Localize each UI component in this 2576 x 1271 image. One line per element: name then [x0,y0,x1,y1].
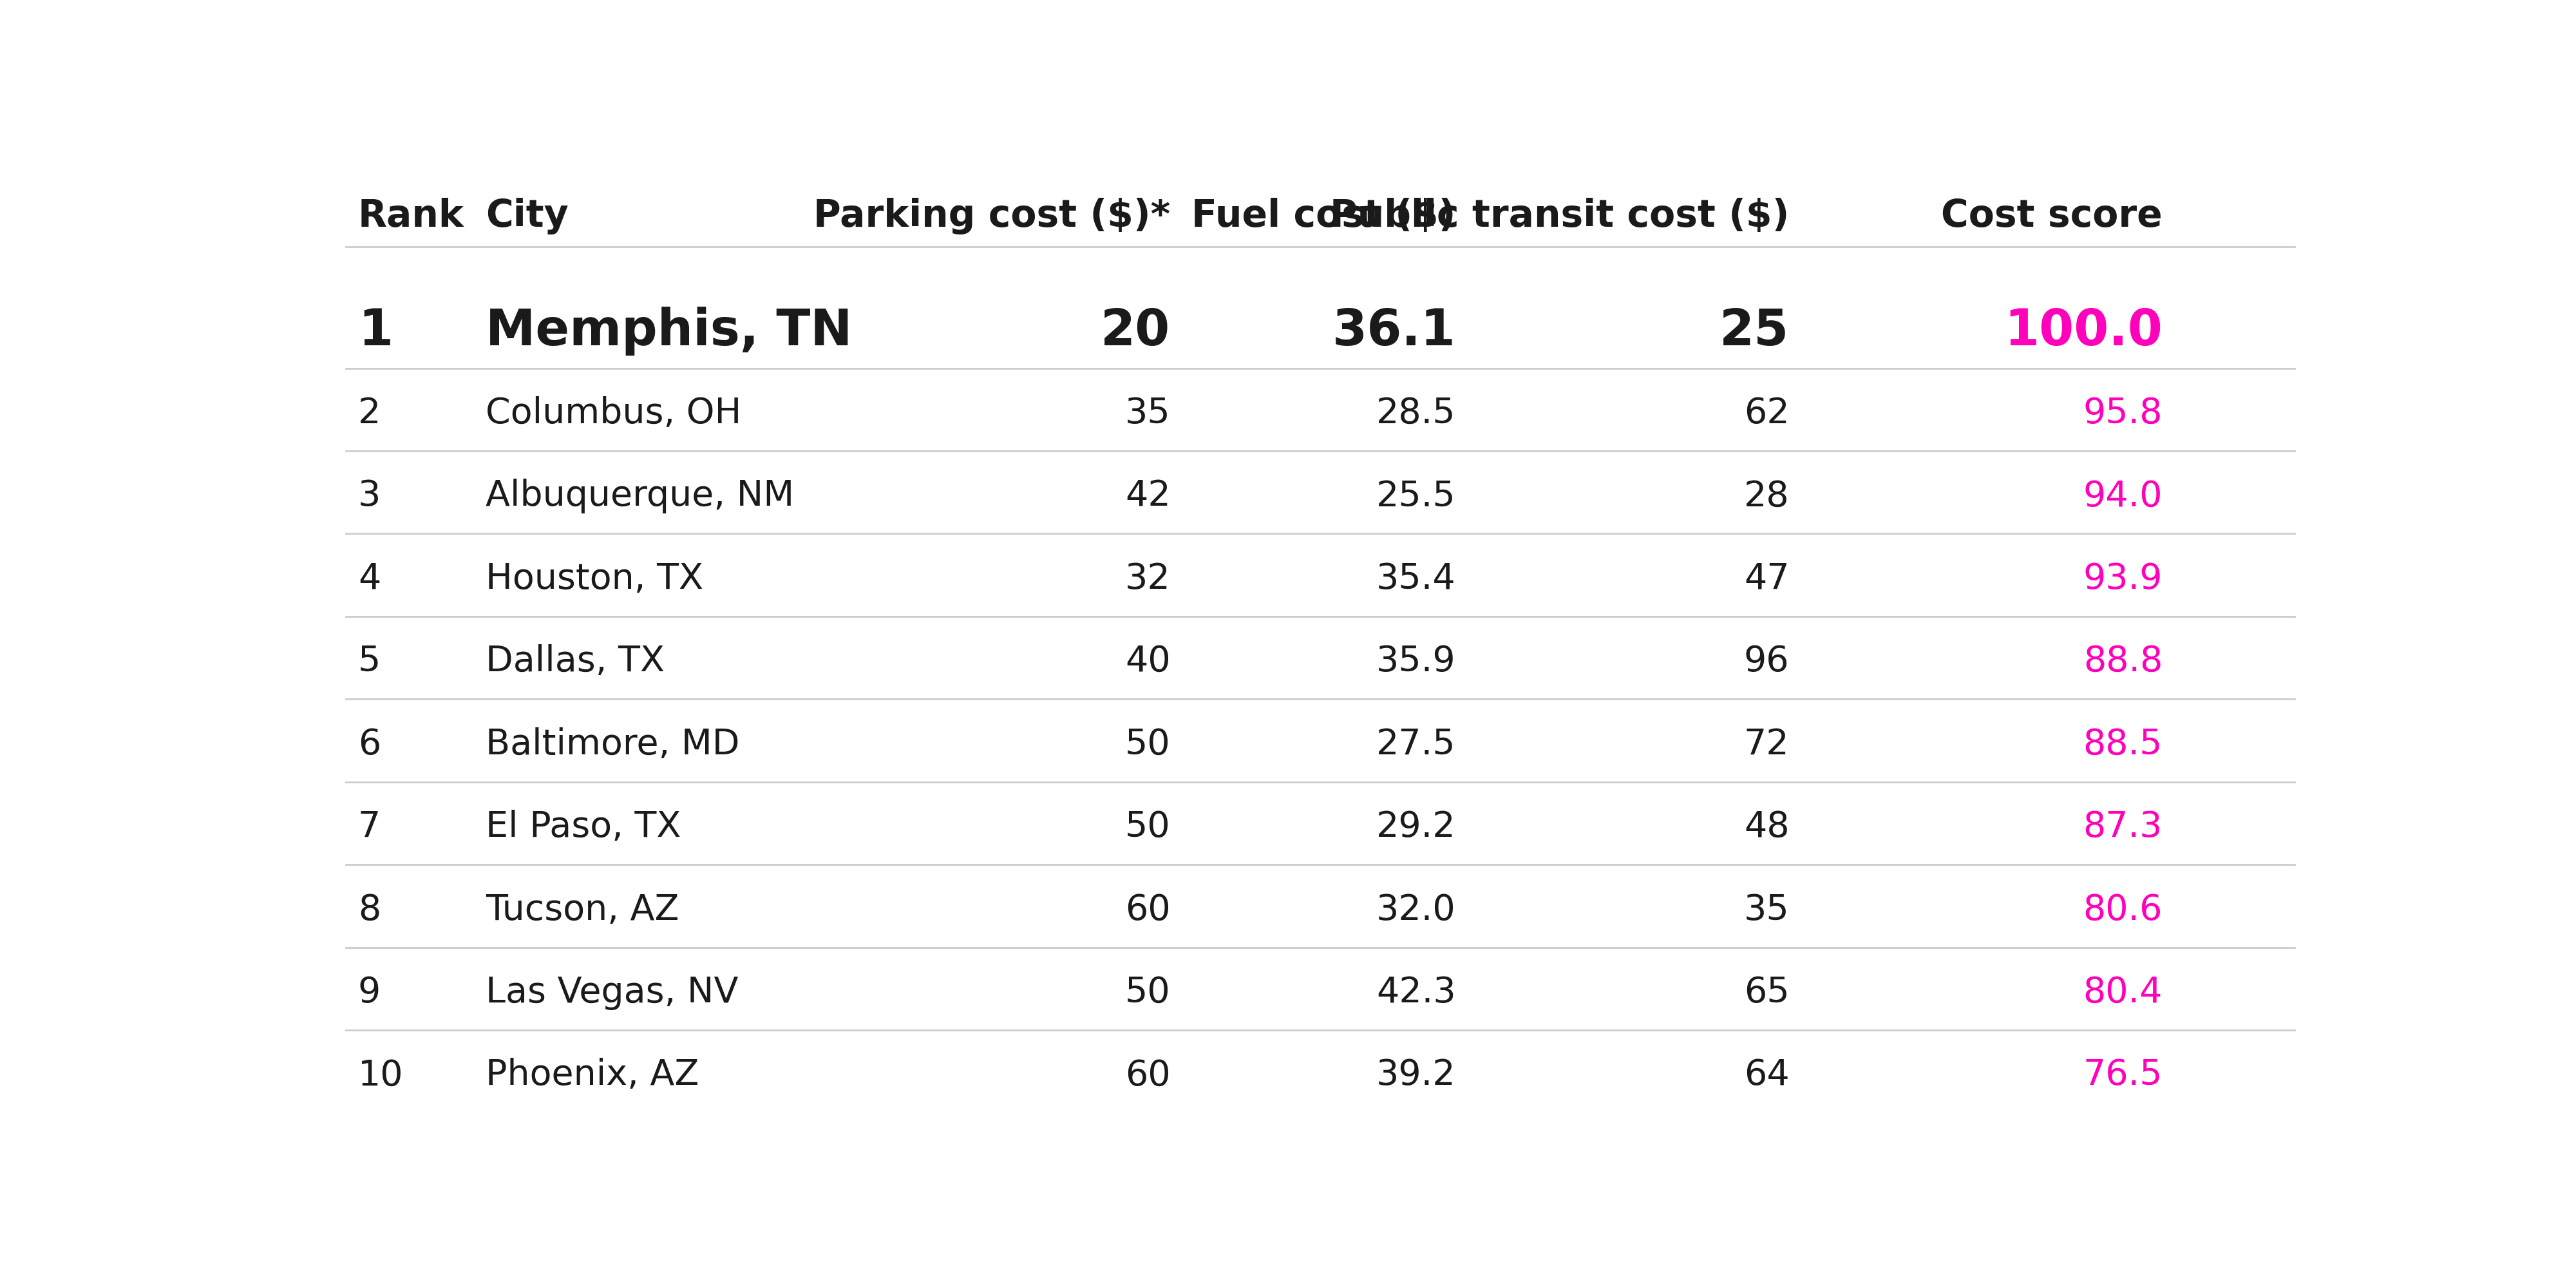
Text: 65: 65 [1744,975,1790,1009]
Text: City: City [487,198,569,234]
Text: 42.3: 42.3 [1376,975,1455,1009]
Text: 72: 72 [1744,727,1790,761]
Text: 36.1: 36.1 [1332,306,1455,355]
Text: Baltimore, MD: Baltimore, MD [487,727,739,761]
Text: 80.6: 80.6 [2084,892,2164,927]
Text: 29.2: 29.2 [1376,810,1455,844]
Text: 76.5: 76.5 [2084,1057,2164,1092]
Text: 2: 2 [358,397,381,431]
Text: 64: 64 [1744,1057,1790,1092]
Text: 10: 10 [358,1057,404,1092]
Text: 4: 4 [358,562,381,596]
Text: 28.5: 28.5 [1376,397,1455,431]
Text: Phoenix, AZ: Phoenix, AZ [487,1057,698,1092]
Text: 60: 60 [1126,892,1170,927]
Text: 1: 1 [358,306,392,355]
Text: Memphis, TN: Memphis, TN [487,306,853,355]
Text: 39.2: 39.2 [1376,1057,1455,1092]
Text: 88.8: 88.8 [2084,644,2164,679]
Text: Rank: Rank [358,198,464,234]
Text: Fuel cost ($): Fuel cost ($) [1193,198,1455,234]
Text: 100.0: 100.0 [2004,306,2164,355]
Text: 93.9: 93.9 [2084,562,2164,596]
Text: 48: 48 [1744,810,1790,844]
Text: 62: 62 [1744,397,1790,431]
Text: 35: 35 [1744,892,1790,927]
Text: 28: 28 [1744,479,1790,513]
Text: 60: 60 [1126,1057,1170,1092]
Text: 32: 32 [1126,562,1170,596]
Text: 25.5: 25.5 [1376,479,1455,513]
Text: Cost score: Cost score [1942,198,2164,234]
Text: 80.4: 80.4 [2084,975,2164,1009]
Text: 8: 8 [358,892,381,927]
Text: 40: 40 [1126,644,1170,679]
Text: 50: 50 [1126,975,1170,1009]
Text: 7: 7 [358,810,381,844]
Text: Houston, TX: Houston, TX [487,562,703,596]
Text: 47: 47 [1744,562,1790,596]
Text: Albuquerque, NM: Albuquerque, NM [487,479,793,513]
Text: 5: 5 [358,644,381,679]
Text: 94.0: 94.0 [2084,479,2164,513]
Text: Parking cost ($)*: Parking cost ($)* [814,198,1170,234]
Text: 35: 35 [1126,397,1170,431]
Text: 6: 6 [358,727,381,761]
Text: 50: 50 [1126,810,1170,844]
Text: 35.4: 35.4 [1376,562,1455,596]
Text: 35.9: 35.9 [1376,644,1455,679]
Text: 25: 25 [1721,306,1790,355]
Text: Tucson, AZ: Tucson, AZ [487,892,680,927]
Text: 42: 42 [1126,479,1170,513]
Text: Dallas, TX: Dallas, TX [487,644,665,679]
Text: 88.5: 88.5 [2084,727,2164,761]
Text: El Paso, TX: El Paso, TX [487,810,680,844]
Text: 96: 96 [1744,644,1790,679]
Text: 9: 9 [358,975,381,1009]
Text: 95.8: 95.8 [2084,397,2164,431]
Text: 20: 20 [1100,306,1170,355]
Text: 27.5: 27.5 [1376,727,1455,761]
Text: Las Vegas, NV: Las Vegas, NV [487,975,739,1009]
Text: Columbus, OH: Columbus, OH [487,397,742,431]
Text: 87.3: 87.3 [2084,810,2164,844]
Text: 3: 3 [358,479,381,513]
Text: 32.0: 32.0 [1376,892,1455,927]
Text: Public transit cost ($): Public transit cost ($) [1329,198,1790,234]
Text: 50: 50 [1126,727,1170,761]
